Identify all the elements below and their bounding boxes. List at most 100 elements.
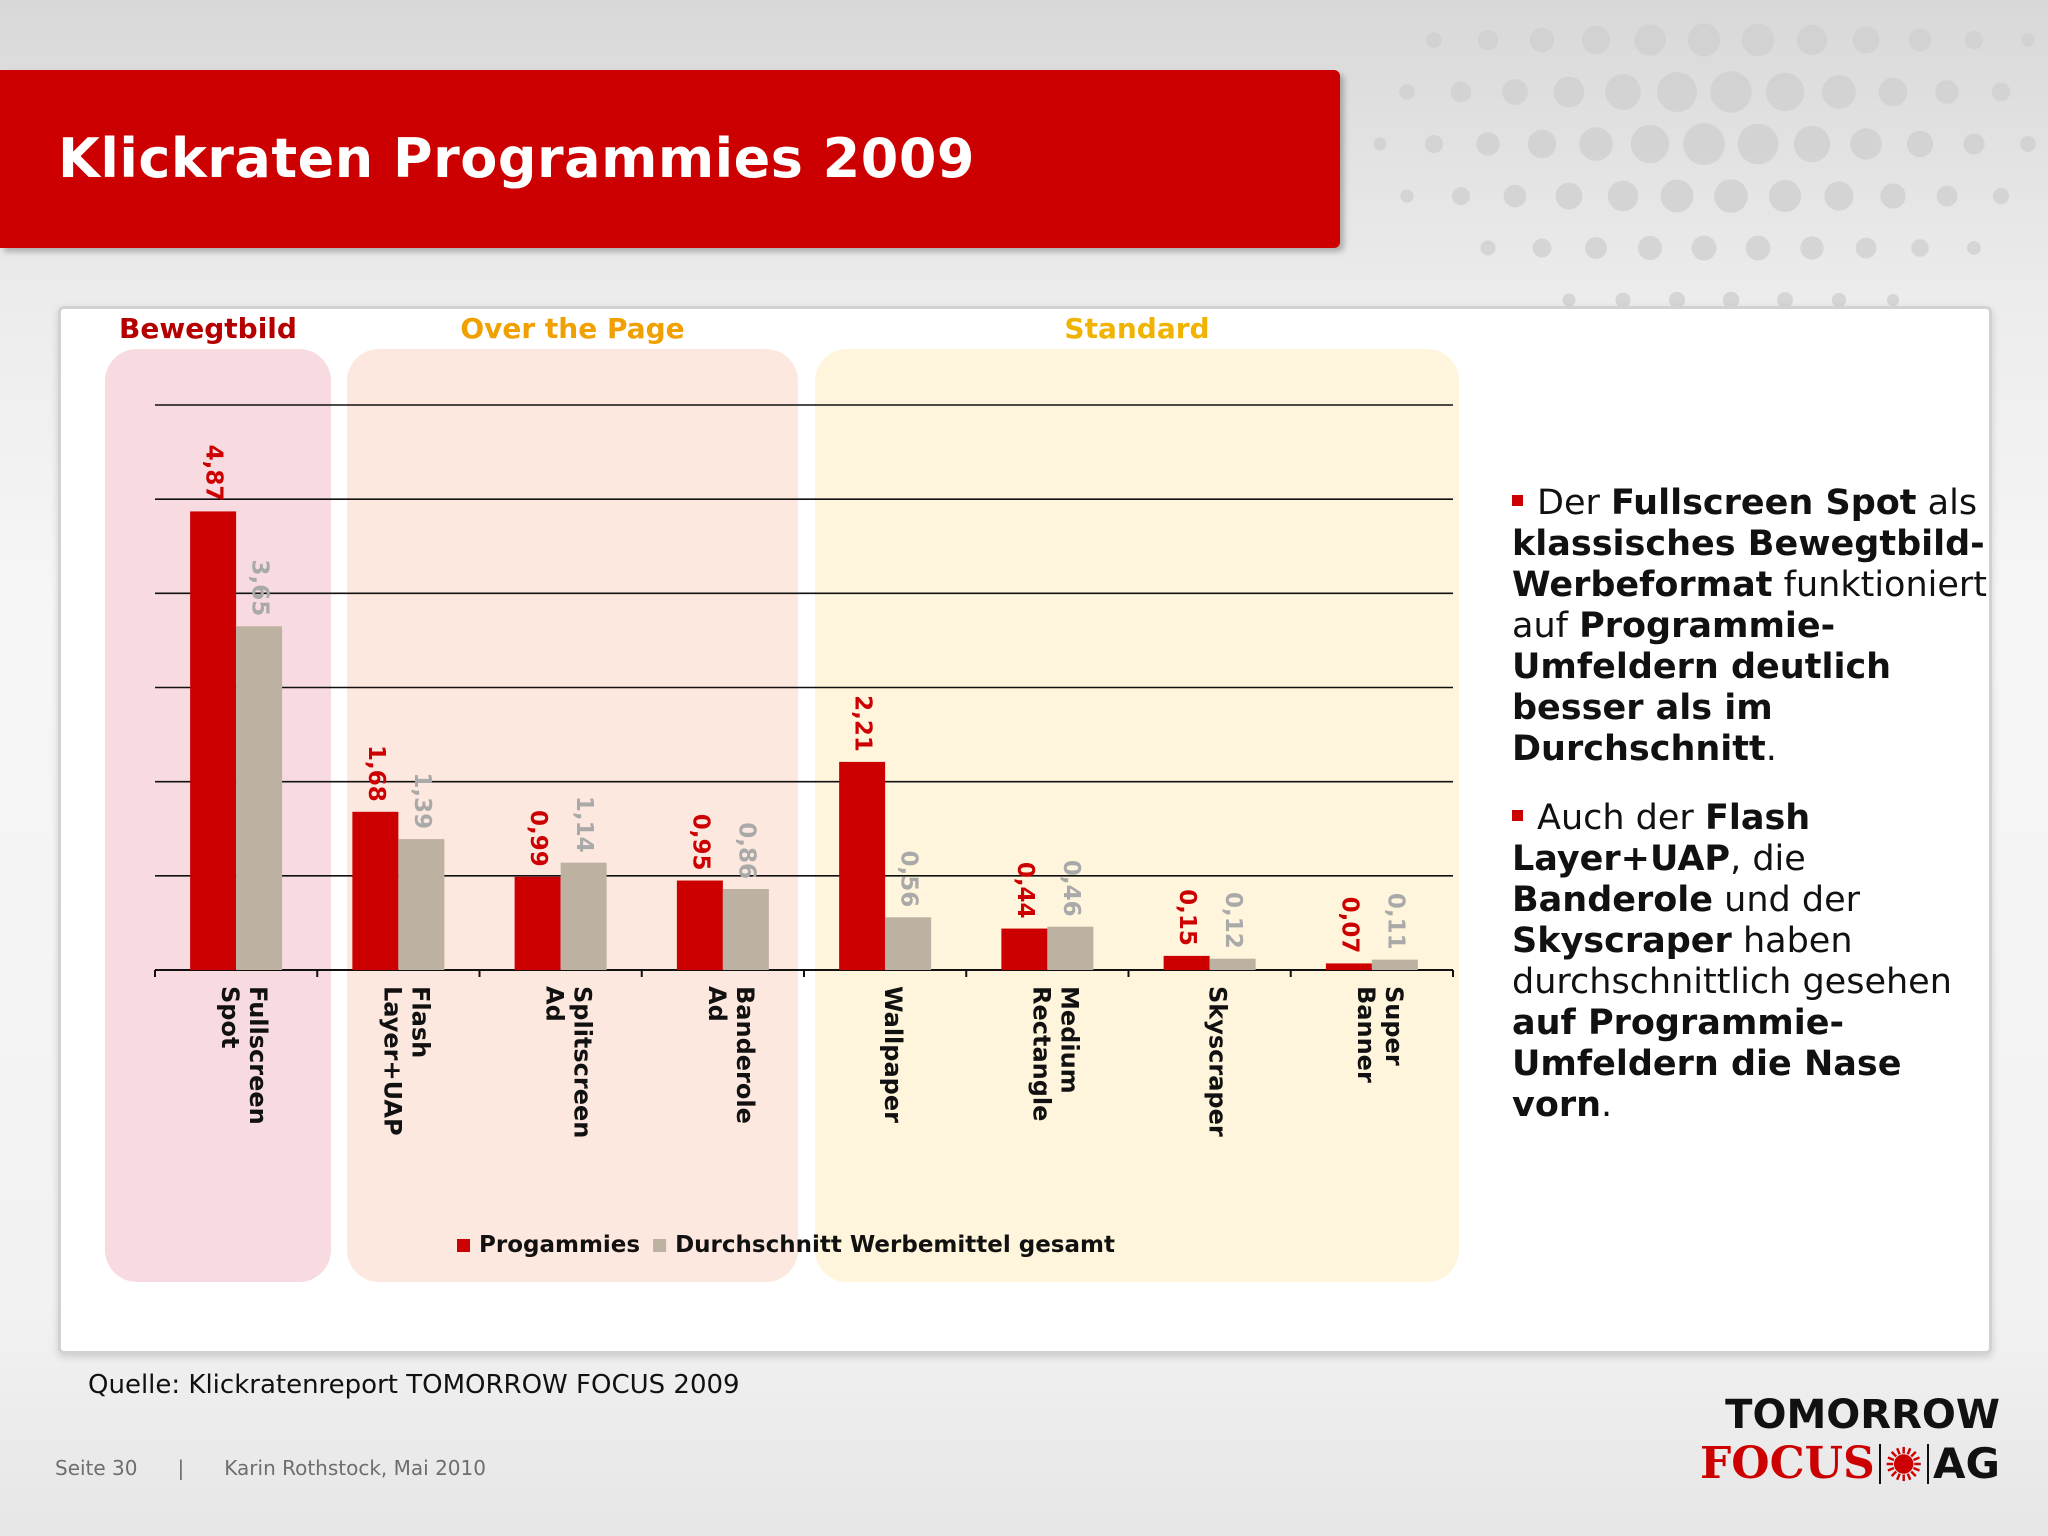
- bar: [1163, 955, 1210, 970]
- dot: [1426, 32, 1442, 48]
- bullet-square-icon: [1512, 494, 1523, 506]
- dot: [1660, 179, 1694, 213]
- dot: [2021, 33, 2035, 47]
- dot: [1555, 182, 1583, 210]
- dot: [1502, 79, 1528, 105]
- bar: [885, 917, 932, 970]
- dot: [1741, 23, 1775, 57]
- data-label: 1,68: [363, 745, 389, 802]
- dot: [1935, 80, 1959, 104]
- dot: [1527, 129, 1557, 159]
- bar: [190, 511, 237, 970]
- data-label: 0,56: [896, 851, 922, 908]
- data-label: 0,11: [1382, 893, 1408, 950]
- category-label: SplitscreenAd: [541, 986, 597, 1138]
- dot: [1852, 26, 1880, 54]
- sun-ray: [1913, 1455, 1921, 1461]
- bar: [560, 862, 607, 970]
- dot: [1476, 132, 1500, 156]
- page-number: Seite 30: [55, 1456, 138, 1480]
- group-background: [815, 349, 1459, 1282]
- sun-ray: [1896, 1472, 1901, 1480]
- data-label: 0,07: [1336, 897, 1362, 954]
- dot: [1714, 179, 1748, 213]
- dot: [1824, 181, 1854, 211]
- sun-ray: [1906, 1447, 1912, 1455]
- dot: [1400, 189, 1414, 203]
- bullet-item-1: Der Fullscreen Spot als klassisches Bewe…: [1512, 483, 1988, 769]
- decorative-dots: [1373, 23, 2037, 309]
- dot: [1607, 180, 1639, 212]
- footer: Seite 30 | Karin Rothstock, Mai 2010: [55, 1456, 486, 1480]
- data-label: 0,12: [1220, 892, 1246, 949]
- dot: [1745, 235, 1771, 261]
- dot: [1768, 179, 1802, 213]
- bar: [722, 889, 769, 970]
- dot-cluster: [1373, 23, 2037, 309]
- dot: [1450, 81, 1472, 103]
- logo-tomorrow: TOMORROW: [1725, 1392, 2000, 1438]
- data-label: 1,39: [409, 772, 435, 829]
- sun-ray: [1913, 1466, 1921, 1472]
- bullet-square-icon: [1512, 809, 1523, 821]
- dot: [1822, 75, 1856, 109]
- logo-ag: AG: [1933, 1439, 2000, 1488]
- category-label: SuperBanner: [1352, 986, 1408, 1083]
- dot: [1992, 187, 2010, 205]
- data-label: 0,86: [733, 822, 759, 879]
- sun-ray: [1890, 1450, 1898, 1457]
- dot: [1630, 124, 1670, 164]
- group-label: Bewegtbild: [119, 312, 297, 345]
- dot: [1581, 25, 1611, 55]
- legend-swatch: [653, 1239, 667, 1252]
- bar: [398, 839, 445, 970]
- category-label: FullscreenSpot: [216, 986, 272, 1125]
- dot: [1634, 24, 1666, 56]
- dot: [1710, 71, 1752, 113]
- group-label: Over the Page: [460, 312, 684, 345]
- category-label: BanderoleAd: [703, 986, 759, 1124]
- page-title: Klickraten Programmies 2009: [58, 127, 975, 190]
- dot: [1796, 24, 1828, 56]
- category-label: MediumRectangle: [1027, 986, 1083, 1121]
- dot: [2019, 135, 2037, 153]
- sun-ray: [1910, 1450, 1917, 1457]
- dot: [1991, 82, 2011, 102]
- data-label: 0,15: [1174, 889, 1200, 946]
- logo-sun-icon: [1886, 1446, 1921, 1481]
- dot: [1800, 236, 1824, 260]
- data-label: 0,44: [1012, 862, 1038, 919]
- dot: [1503, 184, 1527, 208]
- footer-author: Karin Rothstock, Mai 2010: [224, 1456, 486, 1480]
- bar: [1371, 959, 1418, 970]
- sun-ray: [1890, 1470, 1898, 1477]
- bullet-item-2: Auch der Flash Layer+UAP, die Banderole …: [1512, 798, 1952, 1125]
- category-label: Wallpaper: [879, 986, 907, 1123]
- data-label: 0,99: [525, 810, 551, 867]
- dot: [1451, 186, 1471, 206]
- sun-ray: [1887, 1455, 1895, 1461]
- bullet-list: Der Fullscreen Spot als klassisches Bewe…: [1512, 483, 1992, 1154]
- bar: [676, 880, 723, 970]
- title-bar: Klickraten Programmies 2009: [0, 70, 1340, 248]
- dot: [1691, 235, 1717, 261]
- dot: [1399, 84, 1415, 100]
- group-label: Standard: [1064, 312, 1209, 345]
- dot: [1553, 76, 1585, 108]
- dot: [1793, 125, 1831, 163]
- dot: [1880, 183, 1906, 209]
- legend-label: Progammies: [479, 1232, 640, 1258]
- bar: [514, 876, 561, 970]
- data-label: 2,21: [850, 695, 876, 752]
- dot: [1585, 237, 1607, 259]
- dot: [1722, 291, 1740, 309]
- bar: [839, 761, 886, 970]
- group-background: [347, 349, 798, 1282]
- dot: [1831, 292, 1847, 308]
- source-note: Quelle: Klickratenreport TOMORROW FOCUS …: [88, 1370, 740, 1400]
- dot: [1668, 291, 1686, 309]
- dot: [1906, 130, 1934, 158]
- sun-ray: [1906, 1472, 1912, 1480]
- dot: [1963, 133, 1985, 155]
